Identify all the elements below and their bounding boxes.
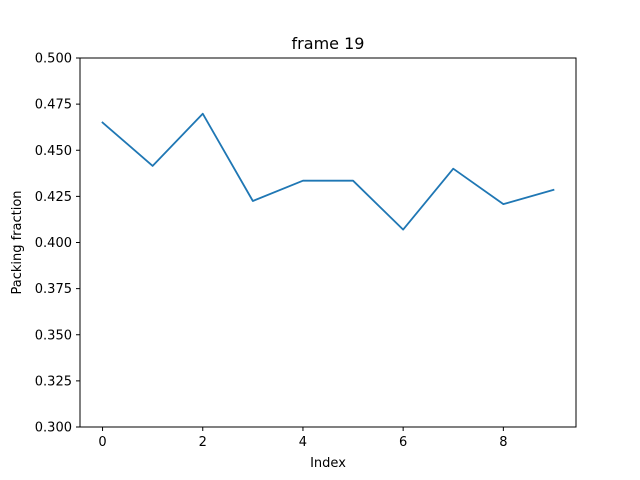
- x-tick-label: 8: [499, 435, 507, 450]
- y-tick-label: 0.425: [35, 190, 72, 205]
- y-tick-label: 0.475: [35, 98, 72, 113]
- y-tick-label: 0.500: [35, 52, 72, 67]
- y-axis: 0.300 0.325 0.350 0.375 0.400 0.425 0.450 0.475…: [35, 52, 80, 436]
- y-tick-label: 0.450: [35, 144, 72, 159]
- x-axis: 0 2 4 6 8: [98, 427, 507, 450]
- x-tick-label: 0: [98, 435, 106, 450]
- y-tick-label: 0.375: [35, 282, 72, 297]
- x-tick-label: 6: [399, 435, 407, 450]
- y-axis-label: Packing fraction: [10, 190, 25, 294]
- x-tick-label: 4: [299, 435, 307, 450]
- axes-frame: [79, 57, 577, 428]
- x-axis-label: Index: [310, 456, 346, 471]
- x-tick-label: 2: [199, 435, 207, 450]
- y-tick-label: 0.325: [35, 374, 72, 389]
- plot-area: [101, 112, 555, 231]
- series-line: [101, 112, 555, 231]
- y-tick-label: 0.400: [35, 236, 72, 251]
- chart-title: frame 19: [292, 34, 365, 53]
- y-tick-label: 0.300: [35, 421, 72, 436]
- y-tick-label: 0.350: [35, 328, 72, 343]
